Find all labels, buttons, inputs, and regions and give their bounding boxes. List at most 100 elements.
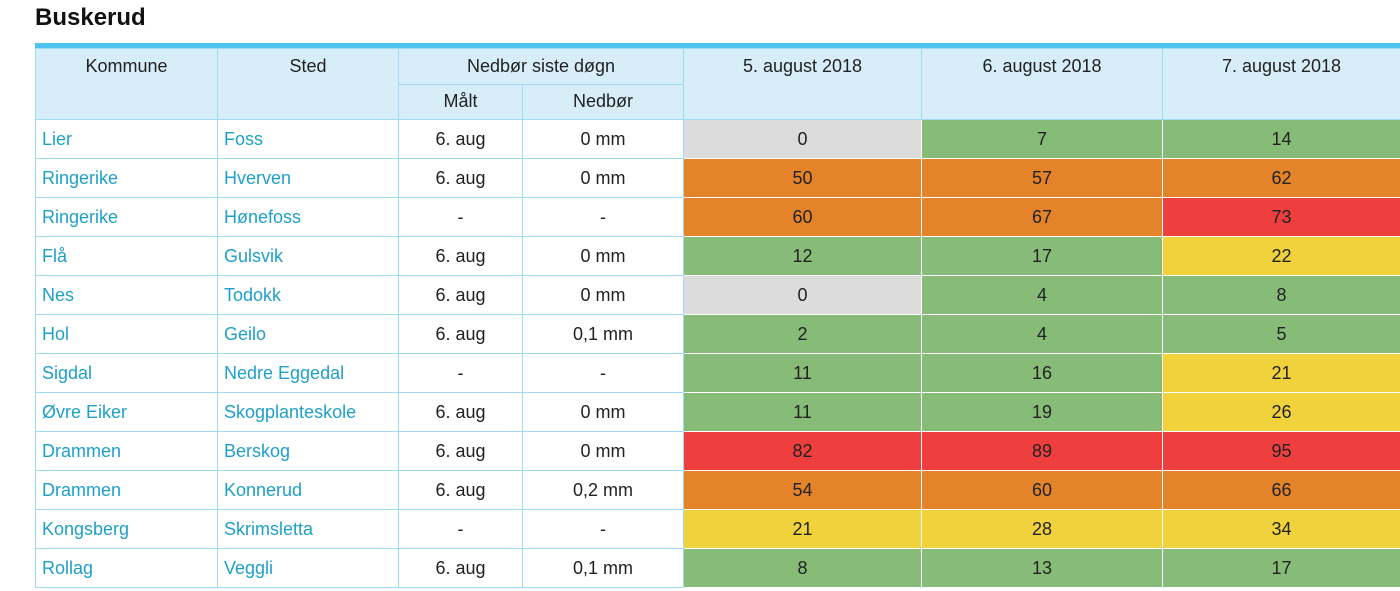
kommune-link[interactable]: Ringerike xyxy=(35,197,218,237)
index-cell-day-3: 34 xyxy=(1162,509,1400,549)
nedbor-cell: 0 mm xyxy=(522,275,684,315)
nedbor-cell: 0,1 mm xyxy=(522,548,684,588)
column-header-group-nedbor-siste-dogn: Nedbør siste døgn xyxy=(398,48,684,85)
maalt-cell: - xyxy=(398,197,523,237)
column-header-date-1: 5. august 2018 xyxy=(683,48,922,120)
kommune-link[interactable]: Drammen xyxy=(35,470,218,510)
index-cell-day-2: 4 xyxy=(921,314,1163,354)
kommune-link[interactable]: Kongsberg xyxy=(35,509,218,549)
nedbor-cell: 0,1 mm xyxy=(522,314,684,354)
sted-link[interactable]: Foss xyxy=(217,119,399,159)
maalt-cell: - xyxy=(398,353,523,393)
index-cell-day-2: 13 xyxy=(921,548,1163,588)
index-cell-day-1: 50 xyxy=(683,158,922,198)
maalt-cell: 6. aug xyxy=(398,314,523,354)
kommune-link[interactable]: Nes xyxy=(35,275,218,315)
nedbor-cell: 0 mm xyxy=(522,236,684,276)
maalt-cell: 6. aug xyxy=(398,275,523,315)
nedbor-cell: 0,2 mm xyxy=(522,470,684,510)
column-header-kommune: Kommune xyxy=(35,48,218,120)
maalt-cell: 6. aug xyxy=(398,548,523,588)
maalt-cell: 6. aug xyxy=(398,470,523,510)
kommune-link[interactable]: Drammen xyxy=(35,431,218,471)
column-header-nedbor: Nedbør xyxy=(522,84,684,120)
index-cell-day-2: 57 xyxy=(921,158,1163,198)
index-cell-day-3: 14 xyxy=(1162,119,1400,159)
index-cell-day-1: 2 xyxy=(683,314,922,354)
kommune-link[interactable]: Flå xyxy=(35,236,218,276)
header-accent-bar xyxy=(35,43,1400,48)
index-cell-day-2: 67 xyxy=(921,197,1163,237)
maalt-cell: 6. aug xyxy=(398,431,523,471)
index-cell-day-2: 16 xyxy=(921,353,1163,393)
index-cell-day-1: 0 xyxy=(683,275,922,315)
column-header-date-2: 6. august 2018 xyxy=(921,48,1163,120)
index-cell-day-3: 17 xyxy=(1162,548,1400,588)
sted-link[interactable]: Geilo xyxy=(217,314,399,354)
table-row: Drammen Konnerud 6. aug 0,2 mm 54 60 66 xyxy=(35,470,1400,510)
table-row: Rollag Veggli 6. aug 0,1 mm 8 13 17 xyxy=(35,548,1400,588)
sted-link[interactable]: Veggli xyxy=(217,548,399,588)
table-row: Ringerike Hønefoss - - 60 67 73 xyxy=(35,197,1400,237)
sted-link[interactable]: Hønefoss xyxy=(217,197,399,237)
index-cell-day-3: 95 xyxy=(1162,431,1400,471)
table-row: Nes Todokk 6. aug 0 mm 0 4 8 xyxy=(35,275,1400,315)
page-title: Buskerud xyxy=(35,4,146,31)
index-cell-day-2: 19 xyxy=(921,392,1163,432)
table-row: Øvre Eiker Skogplanteskole 6. aug 0 mm 1… xyxy=(35,392,1400,432)
index-cell-day-2: 17 xyxy=(921,236,1163,276)
nedbor-cell: - xyxy=(522,509,684,549)
index-cell-day-2: 89 xyxy=(921,431,1163,471)
maalt-cell: - xyxy=(398,509,523,549)
table-row: Sigdal Nedre Eggedal - - 11 16 21 xyxy=(35,353,1400,393)
sted-link[interactable]: Konnerud xyxy=(217,470,399,510)
index-cell-day-3: 8 xyxy=(1162,275,1400,315)
table-row: Lier Foss 6. aug 0 mm 0 7 14 xyxy=(35,119,1400,159)
sted-link[interactable]: Gulsvik xyxy=(217,236,399,276)
index-cell-day-2: 7 xyxy=(921,119,1163,159)
index-cell-day-3: 21 xyxy=(1162,353,1400,393)
maalt-cell: 6. aug xyxy=(398,158,523,198)
maalt-cell: 6. aug xyxy=(398,119,523,159)
table-row: Hol Geilo 6. aug 0,1 mm 2 4 5 xyxy=(35,314,1400,354)
index-cell-day-1: 8 xyxy=(683,548,922,588)
index-cell-day-1: 11 xyxy=(683,392,922,432)
index-cell-day-1: 21 xyxy=(683,509,922,549)
sted-link[interactable]: Skrimsletta xyxy=(217,509,399,549)
index-cell-day-1: 54 xyxy=(683,470,922,510)
sted-link[interactable]: Nedre Eggedal xyxy=(217,353,399,393)
table-row: Ringerike Hverven 6. aug 0 mm 50 57 62 xyxy=(35,158,1400,198)
column-header-maalt: Målt xyxy=(398,84,523,120)
table-row: Kongsberg Skrimsletta - - 21 28 34 xyxy=(35,509,1400,549)
sted-link[interactable]: Skogplanteskole xyxy=(217,392,399,432)
index-cell-day-3: 5 xyxy=(1162,314,1400,354)
column-header-sted: Sted xyxy=(217,48,399,120)
sted-link[interactable]: Berskog xyxy=(217,431,399,471)
kommune-link[interactable]: Hol xyxy=(35,314,218,354)
kommune-link[interactable]: Rollag xyxy=(35,548,218,588)
sted-link[interactable]: Todokk xyxy=(217,275,399,315)
kommune-link[interactable]: Sigdal xyxy=(35,353,218,393)
index-cell-day-2: 60 xyxy=(921,470,1163,510)
index-cell-day-2: 4 xyxy=(921,275,1163,315)
index-cell-day-1: 11 xyxy=(683,353,922,393)
kommune-link[interactable]: Ringerike xyxy=(35,158,218,198)
kommune-link[interactable]: Lier xyxy=(35,119,218,159)
index-cell-day-3: 66 xyxy=(1162,470,1400,510)
index-cell-day-1: 12 xyxy=(683,236,922,276)
nedbor-cell: 0 mm xyxy=(522,119,684,159)
table-row: Drammen Berskog 6. aug 0 mm 82 89 95 xyxy=(35,431,1400,471)
kommune-link[interactable]: Øvre Eiker xyxy=(35,392,218,432)
index-cell-day-3: 62 xyxy=(1162,158,1400,198)
nedbor-cell: 0 mm xyxy=(522,431,684,471)
column-header-date-3: 7. august 2018 xyxy=(1162,48,1400,120)
index-cell-day-3: 73 xyxy=(1162,197,1400,237)
table-row: Flå Gulsvik 6. aug 0 mm 12 17 22 xyxy=(35,236,1400,276)
index-cell-day-1: 82 xyxy=(683,431,922,471)
sted-link[interactable]: Hverven xyxy=(217,158,399,198)
index-cell-day-2: 28 xyxy=(921,509,1163,549)
index-cell-day-1: 0 xyxy=(683,119,922,159)
index-cell-day-1: 60 xyxy=(683,197,922,237)
index-cell-day-3: 26 xyxy=(1162,392,1400,432)
maalt-cell: 6. aug xyxy=(398,392,523,432)
